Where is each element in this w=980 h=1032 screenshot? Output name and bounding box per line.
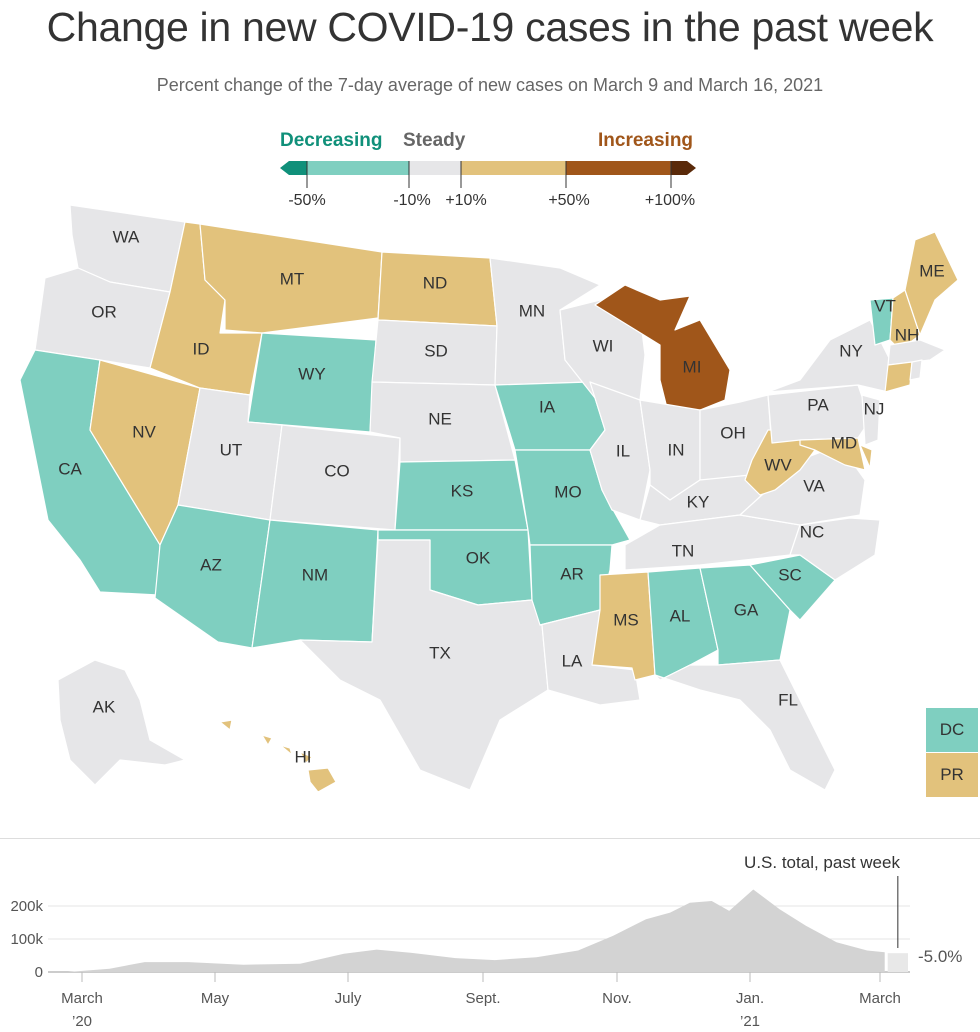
- state-de: [859, 444, 873, 469]
- state-label-va: VA: [803, 476, 825, 495]
- state-label-ca: CA: [58, 459, 82, 478]
- legend-tick: +50%: [548, 192, 590, 209]
- state-label-fl: FL: [778, 690, 798, 709]
- us-total-area-chart: U.S. total, past week -5.0% 200k 100k 0 Ma…: [10, 853, 962, 1030]
- state-label-nm: NM: [302, 565, 328, 584]
- y-tick-label: 200k: [10, 898, 43, 915]
- state-label-az: AZ: [200, 555, 222, 574]
- state-label-mn: MN: [519, 301, 545, 320]
- state-label-sc: SC: [778, 565, 802, 584]
- x-tick-label: Jan.: [736, 990, 764, 1007]
- state-label-wv: WV: [764, 455, 792, 474]
- state-label-ms: MS: [613, 610, 639, 629]
- chart-title: U.S. total, past week: [744, 853, 900, 872]
- state-label-mt: MT: [280, 269, 305, 288]
- state-label-tn: TN: [672, 541, 695, 560]
- state-fl: [654, 659, 836, 791]
- state-label-al: AL: [670, 606, 691, 625]
- state-label-ok: OK: [466, 548, 491, 567]
- legend-tick: -50%: [288, 192, 326, 209]
- state-label-in: IN: [668, 440, 685, 459]
- us-map: WA OR CA NV ID MT WY UT AZ CO NM ND SD NE KS OK TX MN IA MO…: [19, 204, 959, 793]
- legend-tick: +100%: [644, 192, 696, 209]
- state-label-ak: AK: [93, 697, 116, 716]
- state-tx: [299, 539, 549, 791]
- state-label-ut: UT: [220, 440, 243, 459]
- legend-tick: -10%: [393, 192, 431, 209]
- legend-steady: Steady: [403, 130, 466, 151]
- state-nj: [861, 394, 881, 446]
- state-label-sd: SD: [424, 341, 448, 360]
- state-label-id: ID: [193, 339, 210, 358]
- state-sc: [749, 554, 836, 621]
- page-subtitle: Percent change of the 7-day average of n…: [156, 75, 824, 95]
- past-week-change: -5.0%: [918, 947, 962, 966]
- state-label-or: OR: [91, 302, 117, 321]
- state-hi: [219, 719, 337, 793]
- state-label-nv: NV: [132, 422, 156, 441]
- state-mi: [594, 284, 731, 413]
- x-tick-year: ’20: [72, 1013, 92, 1030]
- state-label-ks: KS: [451, 481, 474, 500]
- x-tick-label: July: [335, 990, 362, 1007]
- state-label-nd: ND: [423, 273, 448, 292]
- state-ct: [884, 361, 913, 393]
- state-md: [799, 437, 866, 471]
- state-label-il: IL: [616, 441, 630, 460]
- state-label-mi: MI: [683, 357, 702, 376]
- legend-increasing: Increasing: [598, 130, 694, 151]
- y-tick-label: 100k: [10, 931, 43, 948]
- state-label-wi: WI: [593, 336, 614, 355]
- state-label-ar: AR: [560, 564, 584, 583]
- legend-tick: +10%: [445, 192, 487, 209]
- past-week-bar: [887, 953, 908, 972]
- state-label-ga: GA: [734, 600, 759, 619]
- dc-box: DC: [926, 708, 978, 752]
- state-label-ky: KY: [687, 492, 710, 511]
- state-label-co: CO: [324, 461, 350, 480]
- state-ma: [887, 339, 946, 366]
- x-tick-label: March: [859, 990, 901, 1007]
- state-label-tx: TX: [429, 643, 451, 662]
- state-me: [904, 231, 959, 336]
- state-label-la: LA: [562, 651, 583, 670]
- state-ri: [909, 359, 923, 381]
- state-label-nj: NJ: [864, 399, 885, 418]
- state-label-oh: OH: [720, 423, 746, 442]
- state-label-mo: MO: [554, 482, 581, 501]
- state-label-md: MD: [831, 433, 857, 452]
- state-az: [154, 504, 271, 649]
- legend-decreasing: Decreasing: [280, 130, 383, 151]
- page-title: Change in new COVID-19 cases in the past…: [46, 4, 934, 50]
- divider: [0, 838, 980, 839]
- state-label-wy: WY: [298, 364, 325, 383]
- x-tick-label: March: [61, 990, 103, 1007]
- state-label-nc: NC: [800, 522, 825, 541]
- state-label-pr: PR: [940, 765, 964, 784]
- state-label-wa: WA: [113, 227, 140, 246]
- state-label-pa: PA: [807, 395, 829, 414]
- state-label-me: ME: [919, 261, 945, 280]
- x-tick-label: Nov.: [602, 990, 632, 1007]
- legend: Decreasing Steady Increasing -50% -10% +…: [0, 0, 980, 220]
- state-label-ny: NY: [839, 341, 863, 360]
- x-tick-label: Sept.: [465, 990, 500, 1007]
- state-label-nh: NH: [895, 325, 920, 344]
- state-label-ia: IA: [539, 397, 556, 416]
- y-tick-label: 0: [35, 964, 43, 981]
- pr-box: PR: [926, 753, 978, 797]
- state-ak: [57, 659, 186, 786]
- state-label-hi: HI: [295, 747, 312, 766]
- state-ny: [767, 319, 891, 393]
- state-label-ne: NE: [428, 409, 452, 428]
- state-label-vt: VT: [874, 296, 896, 315]
- us-total-area: [68, 889, 885, 972]
- x-tick-label: May: [201, 990, 230, 1007]
- state-label-dc: DC: [939, 720, 965, 739]
- legend-color-bar: [280, 161, 696, 188]
- x-tick-year: ’21: [740, 1013, 760, 1030]
